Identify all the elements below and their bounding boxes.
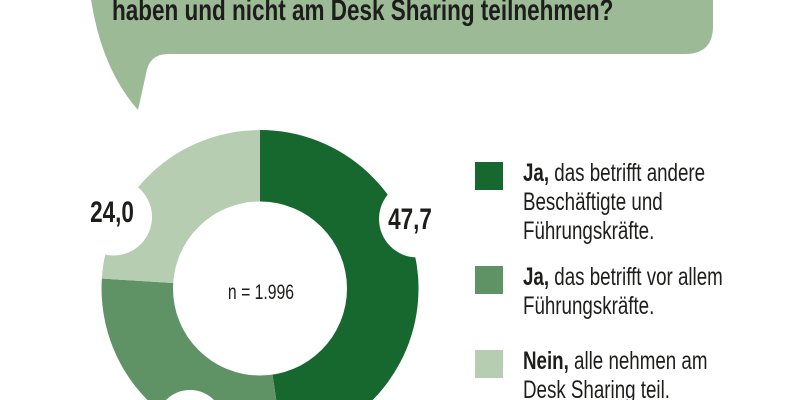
question-text: haben und nicht am Desk Sharing teilnehm…: [112, 0, 614, 27]
legend-label: Ja, das betrifft vor allem Führungskräft…: [523, 263, 771, 321]
legend-label-bold: Ja,: [523, 159, 550, 187]
sample-size-label: n = 1.996: [227, 281, 295, 304]
legend-label-line: Beschäftigte und: [523, 188, 663, 216]
legend-label-line: Führungskräfte.: [523, 217, 655, 245]
legend-label-line: Desk Sharing teil.: [523, 376, 670, 400]
legend-swatch-light-green: [475, 350, 503, 378]
legend-label-line: alle nehmen am: [568, 347, 708, 375]
label-notch-left: [75, 178, 152, 256]
legend-label-line: das betrifft vor allem: [549, 263, 723, 291]
slice-value-label-light: 24,0: [90, 196, 134, 229]
legend-label-line: das betrifft andere: [549, 159, 706, 187]
legend-label-bold: Ja,: [523, 263, 550, 291]
slice-value-label-dark: 47,7: [388, 203, 432, 236]
donut-hole: [173, 201, 347, 376]
legend-label: Nein, alle nehmen am Desk Sharing teil.: [523, 347, 771, 400]
legend-swatch-dark-green: [475, 162, 503, 190]
label-notch-right: [379, 180, 456, 258]
legend-label-line: Führungskräfte.: [523, 292, 655, 320]
legend-label-bold: Nein,: [523, 347, 569, 375]
speech-bubble-shape: [91, 0, 713, 110]
legend-label: Ja, das betrifft andere Beschäftigte und…: [523, 159, 771, 246]
label-notch-bottom: [165, 390, 215, 400]
legend-swatch-medium-green: [475, 266, 503, 294]
